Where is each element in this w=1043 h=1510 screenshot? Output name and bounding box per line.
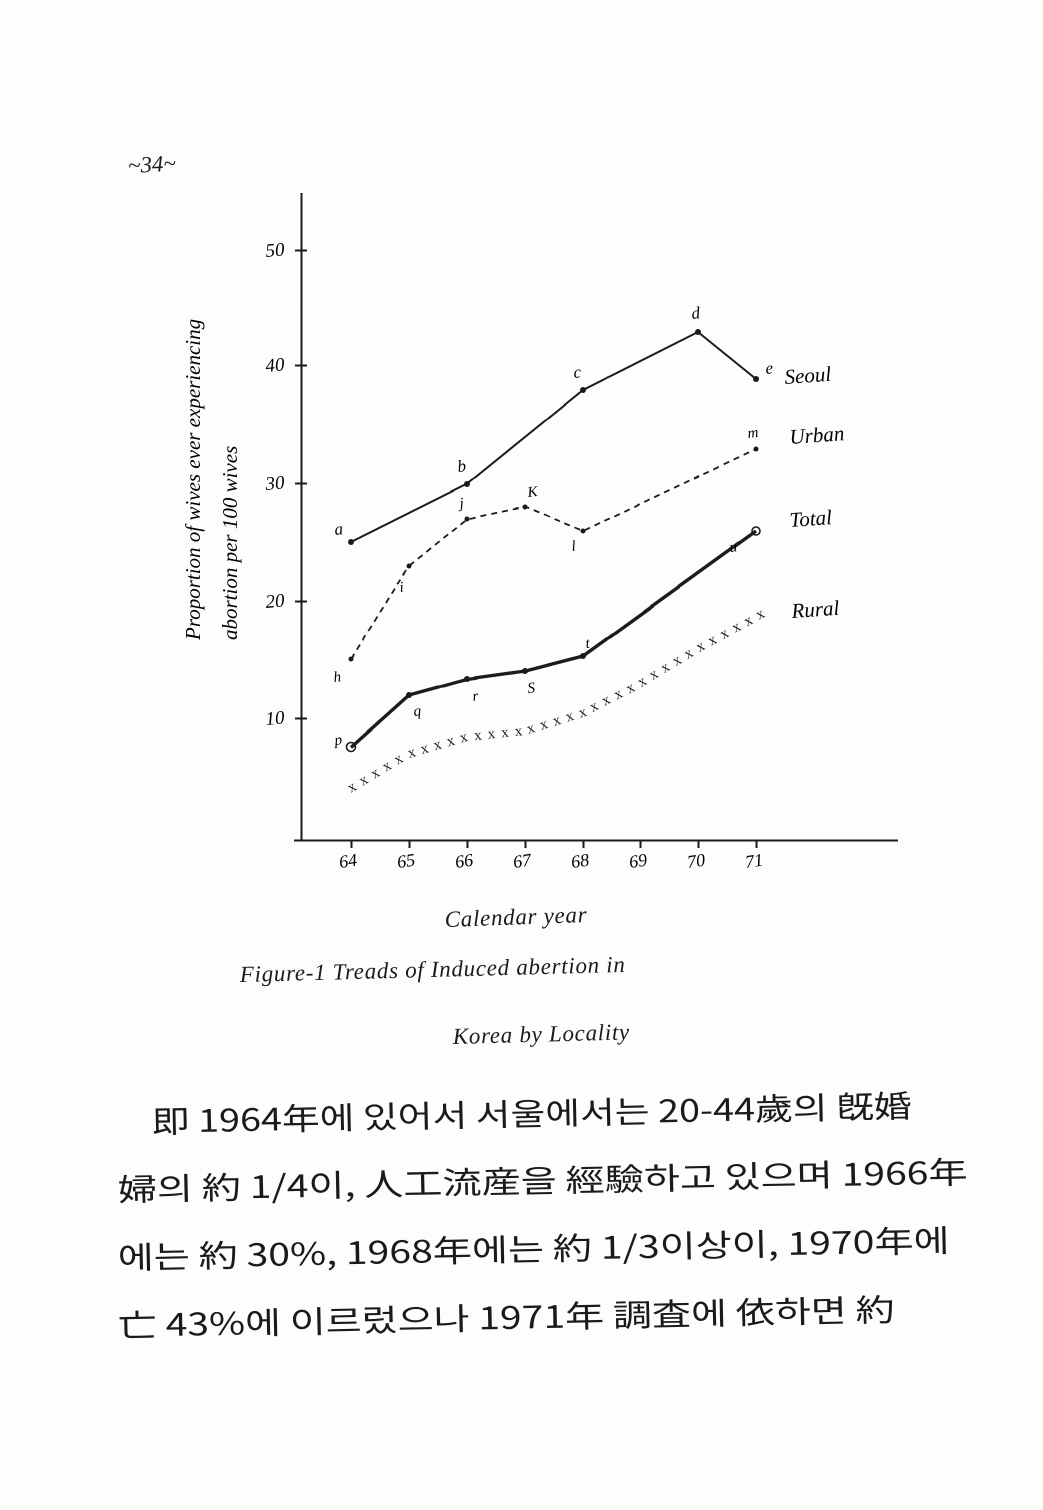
svg-text:Korea by Locality: Korea by Locality — [451, 1019, 630, 1049]
svg-text:65: 65 — [396, 850, 417, 872]
svg-text:30: 30 — [264, 472, 286, 495]
svg-text:~34~: ~34~ — [127, 151, 177, 179]
svg-text:20: 20 — [265, 590, 286, 613]
svg-text:50: 50 — [265, 239, 286, 262]
svg-text:40: 40 — [265, 354, 286, 377]
svg-text:66: 66 — [454, 850, 475, 872]
svg-text:Proportion of wives ever exper: Proportion of wives ever experiencing — [181, 319, 205, 641]
svg-text:m: m — [747, 425, 760, 442]
svg-text:10: 10 — [265, 707, 286, 730]
svg-text:Calendar year: Calendar year — [444, 902, 588, 932]
svg-text:64: 64 — [338, 850, 359, 872]
svg-text:70: 70 — [686, 850, 707, 872]
svg-text:Rural: Rural — [790, 596, 841, 623]
svg-text:abortion per 100 wives: abortion per 100 wives — [218, 446, 242, 640]
svg-text:71: 71 — [744, 850, 765, 872]
svg-text:69: 69 — [628, 850, 649, 872]
svg-text:Urban: Urban — [789, 421, 845, 449]
svg-text:Seoul: Seoul — [784, 362, 832, 389]
svg-text:68: 68 — [570, 850, 591, 872]
svg-text:Total: Total — [789, 505, 833, 532]
